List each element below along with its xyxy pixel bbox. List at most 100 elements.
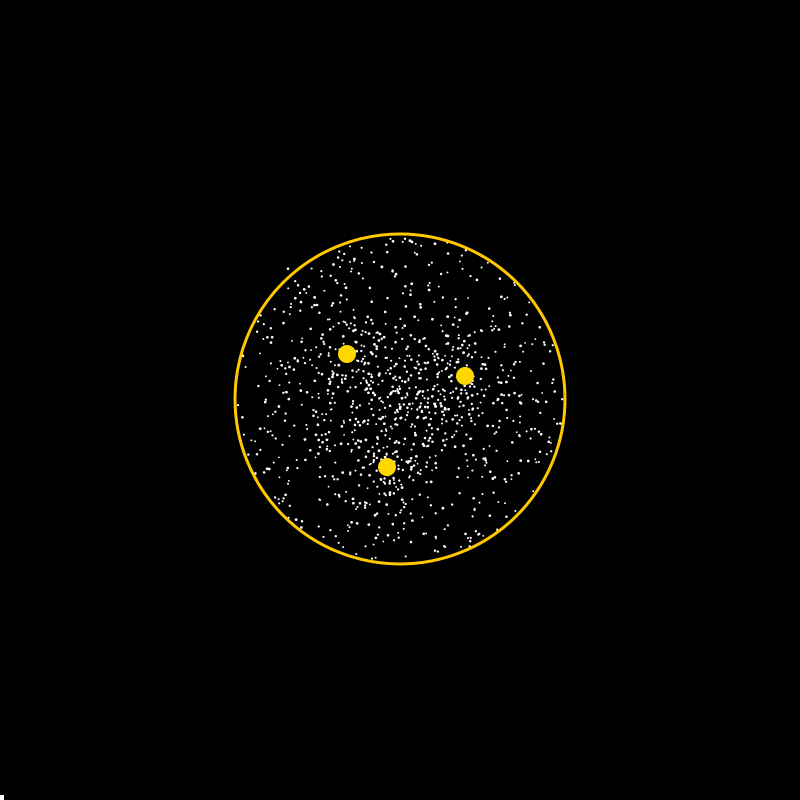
- particle: [417, 371, 421, 375]
- particle: [354, 417, 358, 421]
- particle: [257, 384, 260, 388]
- particle: [437, 390, 440, 393]
- particle: [384, 372, 387, 375]
- particle: [468, 334, 471, 337]
- particle: [441, 506, 445, 510]
- particle: [491, 477, 495, 480]
- particle: [494, 325, 497, 328]
- particle: [423, 337, 426, 340]
- particle: [488, 514, 492, 517]
- particle: [366, 315, 369, 319]
- particle: [331, 301, 335, 305]
- particle: [443, 389, 446, 392]
- particle: [287, 397, 291, 401]
- particle: [398, 387, 402, 391]
- particle: [384, 428, 387, 431]
- particle: [466, 476, 469, 479]
- particle: [464, 249, 468, 252]
- particle: [436, 372, 440, 376]
- particle: [408, 239, 412, 242]
- particle: [433, 385, 436, 388]
- particle: [287, 287, 290, 290]
- particle: [480, 367, 483, 370]
- particle: [503, 297, 506, 301]
- particle: [439, 272, 443, 276]
- particle: [310, 267, 313, 270]
- particle: [241, 416, 244, 419]
- particle: [457, 337, 460, 340]
- particle: [377, 397, 381, 400]
- particle: [259, 314, 262, 317]
- particle: [385, 356, 389, 359]
- particle: [358, 501, 362, 505]
- particle: [482, 535, 485, 537]
- particle: [462, 404, 465, 407]
- particle: [331, 392, 335, 395]
- particle: [507, 374, 510, 377]
- particle: [386, 445, 389, 448]
- particle: [535, 461, 538, 464]
- particle: [273, 496, 277, 499]
- particle: [495, 431, 498, 434]
- particle: [331, 370, 334, 373]
- particle: [542, 341, 546, 344]
- particle: [444, 334, 448, 337]
- particle: [327, 352, 330, 355]
- particle: [548, 350, 552, 353]
- particle: [357, 459, 360, 462]
- particle: [272, 461, 275, 464]
- particle: [384, 494, 387, 497]
- attractor-3[interactable]: [378, 458, 396, 476]
- particle: [465, 364, 468, 367]
- particle: [333, 401, 336, 404]
- particle: [406, 394, 409, 397]
- particle: [425, 532, 428, 535]
- particle: [476, 392, 479, 396]
- corner-marker: [0, 795, 4, 800]
- particle: [391, 427, 394, 430]
- attractor-2[interactable]: [456, 367, 474, 385]
- particle: [500, 393, 503, 396]
- attractor-1[interactable]: [338, 345, 356, 363]
- particle: [352, 308, 355, 311]
- particle: [409, 289, 412, 292]
- particle: [378, 526, 381, 529]
- particle: [544, 400, 548, 404]
- particle: [269, 341, 273, 344]
- particle: [381, 401, 385, 404]
- particle: [388, 482, 391, 485]
- particle: [376, 485, 379, 488]
- particle: [368, 503, 371, 506]
- particle: [434, 404, 437, 408]
- particle: [441, 410, 445, 413]
- particle: [267, 415, 269, 418]
- particle: [431, 469, 433, 472]
- particle: [305, 423, 308, 426]
- particle: [531, 343, 534, 346]
- particle: [462, 444, 465, 448]
- particle: [339, 310, 342, 313]
- particle: [465, 392, 468, 395]
- particle: [518, 360, 521, 363]
- particle: [390, 391, 393, 394]
- particle: [370, 375, 374, 379]
- particle: [364, 455, 368, 459]
- particle: [376, 331, 380, 334]
- particle: [529, 437, 532, 440]
- particle: [307, 285, 311, 288]
- particle: [457, 358, 460, 361]
- particle: [364, 321, 368, 324]
- particle: [522, 350, 525, 353]
- particle: [367, 419, 370, 422]
- particle: [530, 427, 533, 431]
- particle: [417, 354, 421, 357]
- particle: [313, 296, 316, 299]
- particle: [401, 240, 404, 243]
- particle: [388, 372, 392, 376]
- particle: [534, 399, 538, 402]
- particle: [510, 474, 513, 477]
- particle: [358, 424, 362, 427]
- particle: [339, 294, 343, 297]
- particle: [344, 500, 347, 503]
